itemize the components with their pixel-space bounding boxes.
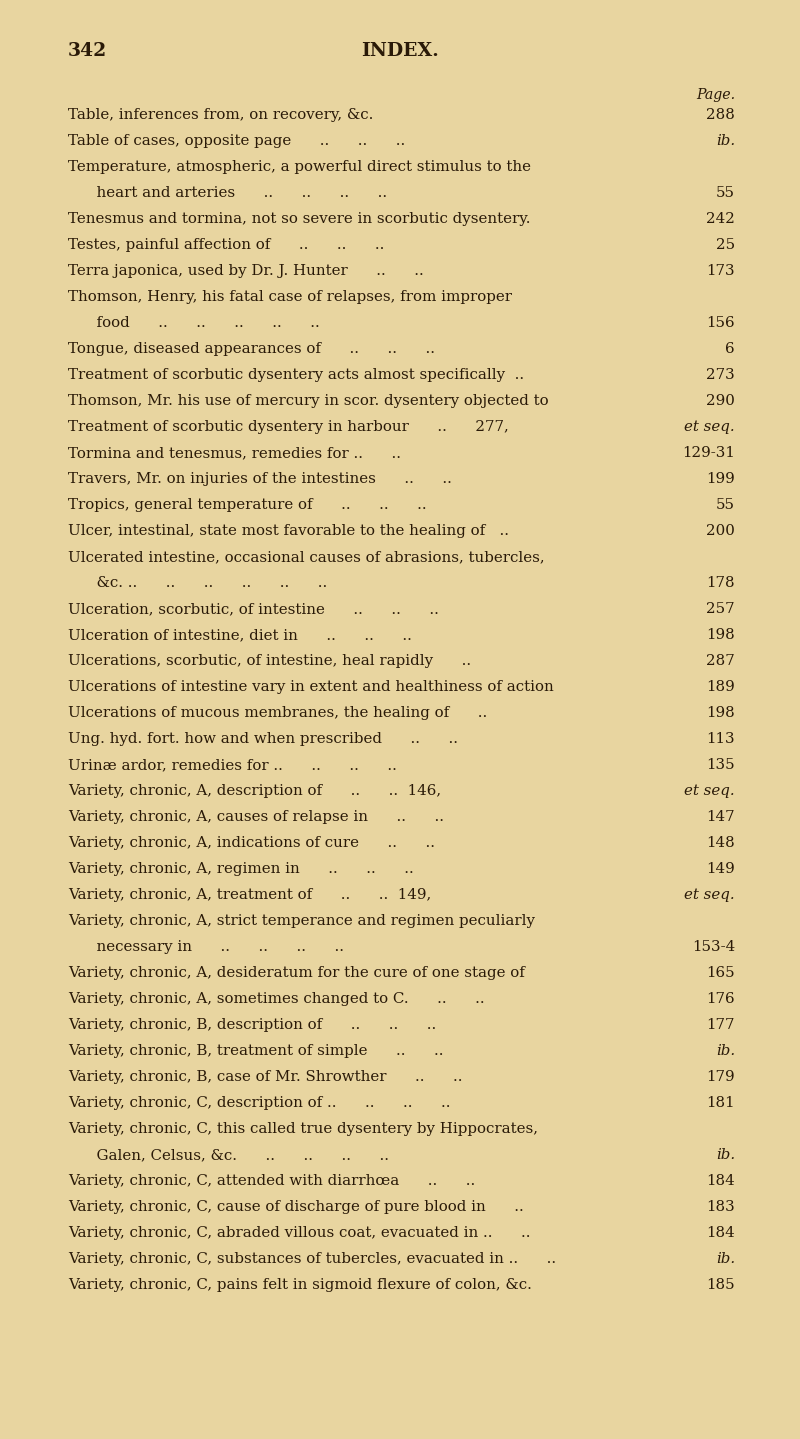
Text: Variety, chronic, A, sometimes changed to C.      ..      ..: Variety, chronic, A, sometimes changed t… bbox=[68, 991, 490, 1006]
Text: 25: 25 bbox=[716, 237, 735, 252]
Text: Ulcerated intestine, occasional causes of abrasions, tubercles,: Ulcerated intestine, occasional causes o… bbox=[68, 550, 545, 564]
Text: Temperature, atmospheric, a powerful direct stimulus to the: Temperature, atmospheric, a powerful dir… bbox=[68, 160, 531, 174]
Text: ib.: ib. bbox=[716, 1252, 735, 1266]
Text: Ung. hyd. fort. how and when prescribed      ..      ..: Ung. hyd. fort. how and when prescribed … bbox=[68, 732, 462, 745]
Text: et seq.: et seq. bbox=[684, 420, 735, 435]
Text: Variety, chronic, A, treatment of      ..      ..  149,: Variety, chronic, A, treatment of .. .. … bbox=[68, 888, 436, 902]
Text: Table, inferences from, on recovery, &c.: Table, inferences from, on recovery, &c. bbox=[68, 108, 374, 122]
Text: 198: 198 bbox=[706, 627, 735, 642]
Text: 156: 156 bbox=[706, 317, 735, 330]
Text: Page.: Page. bbox=[696, 88, 735, 102]
Text: Variety, chronic, A, causes of relapse in      ..      ..: Variety, chronic, A, causes of relapse i… bbox=[68, 810, 449, 825]
Text: 179: 179 bbox=[706, 1071, 735, 1084]
Text: 135: 135 bbox=[706, 758, 735, 771]
Text: 184: 184 bbox=[706, 1226, 735, 1240]
Text: 148: 148 bbox=[706, 836, 735, 850]
Text: ib.: ib. bbox=[716, 134, 735, 148]
Text: 198: 198 bbox=[706, 707, 735, 720]
Text: 55: 55 bbox=[716, 186, 735, 200]
Text: Variety, chronic, C, attended with diarrhœa      ..      ..: Variety, chronic, C, attended with diarr… bbox=[68, 1174, 480, 1189]
Text: 153-4: 153-4 bbox=[692, 940, 735, 954]
Text: et seq.: et seq. bbox=[684, 784, 735, 799]
Text: 342: 342 bbox=[68, 42, 107, 60]
Text: Urinæ ardor, remedies for ..      ..      ..      ..: Urinæ ardor, remedies for .. .. .. .. bbox=[68, 758, 402, 771]
Text: Treatment of scorbutic dysentery in harbour      ..      277,: Treatment of scorbutic dysentery in harb… bbox=[68, 420, 514, 435]
Text: Variety, chronic, C, pains felt in sigmoid flexure of colon, &c.: Variety, chronic, C, pains felt in sigmo… bbox=[68, 1278, 532, 1292]
Text: 178: 178 bbox=[706, 576, 735, 590]
Text: food      ..      ..      ..      ..      ..: food .. .. .. .. .. bbox=[68, 317, 320, 330]
Text: &c. ..      ..      ..      ..      ..      ..: &c. .. .. .. .. .. .. bbox=[68, 576, 332, 590]
Text: 242: 242 bbox=[706, 212, 735, 226]
Text: 129-31: 129-31 bbox=[682, 446, 735, 460]
Text: 181: 181 bbox=[706, 1097, 735, 1109]
Text: 184: 184 bbox=[706, 1174, 735, 1189]
Text: Tenesmus and tormina, not so severe in scorbutic dysentery.: Tenesmus and tormina, not so severe in s… bbox=[68, 212, 530, 226]
Text: Tongue, diseased appearances of      ..      ..      ..: Tongue, diseased appearances of .. .. .. bbox=[68, 342, 440, 355]
Text: Testes, painful affection of      ..      ..      ..: Testes, painful affection of .. .. .. bbox=[68, 237, 389, 252]
Text: 185: 185 bbox=[706, 1278, 735, 1292]
Text: 183: 183 bbox=[706, 1200, 735, 1215]
Text: Ulcerations of mucous membranes, the healing of      ..: Ulcerations of mucous membranes, the hea… bbox=[68, 707, 492, 720]
Text: Variety, chronic, A, strict temperance and regimen peculiarly: Variety, chronic, A, strict temperance a… bbox=[68, 914, 535, 928]
Text: Ulceration of intestine, diet in      ..      ..      ..: Ulceration of intestine, diet in .. .. .… bbox=[68, 627, 417, 642]
Text: Variety, chronic, C, description of ..      ..      ..      ..: Variety, chronic, C, description of .. .… bbox=[68, 1097, 455, 1109]
Text: 149: 149 bbox=[706, 862, 735, 876]
Text: Variety, chronic, C, this called true dysentery by Hippocrates,: Variety, chronic, C, this called true dy… bbox=[68, 1122, 538, 1135]
Text: Variety, chronic, A, regimen in      ..      ..      ..: Variety, chronic, A, regimen in .. .. .. bbox=[68, 862, 418, 876]
Text: 113: 113 bbox=[706, 732, 735, 745]
Text: Tormina and tenesmus, remedies for ..      ..: Tormina and tenesmus, remedies for .. .. bbox=[68, 446, 430, 460]
Text: Galen, Celsus, &c.      ..      ..      ..      ..: Galen, Celsus, &c. .. .. .. .. bbox=[68, 1148, 394, 1163]
Text: Variety, chronic, B, treatment of simple      ..      ..: Variety, chronic, B, treatment of simple… bbox=[68, 1045, 448, 1058]
Text: 55: 55 bbox=[716, 498, 735, 512]
Text: ib.: ib. bbox=[716, 1045, 735, 1058]
Text: 288: 288 bbox=[706, 108, 735, 122]
Text: Variety, chronic, B, description of      ..      ..      ..: Variety, chronic, B, description of .. .… bbox=[68, 1017, 441, 1032]
Text: Thomson, Henry, his fatal case of relapses, from improper: Thomson, Henry, his fatal case of relaps… bbox=[68, 291, 512, 304]
Text: Thomson, Mr. his use of mercury in scor. dysentery objected to: Thomson, Mr. his use of mercury in scor.… bbox=[68, 394, 549, 409]
Text: 147: 147 bbox=[706, 810, 735, 825]
Text: 189: 189 bbox=[706, 681, 735, 694]
Text: Ulcerations of intestine vary in extent and healthiness of action: Ulcerations of intestine vary in extent … bbox=[68, 681, 554, 694]
Text: 273: 273 bbox=[706, 368, 735, 381]
Text: heart and arteries      ..      ..      ..      ..: heart and arteries .. .. .. .. bbox=[68, 186, 392, 200]
Text: 6: 6 bbox=[726, 342, 735, 355]
Text: Travers, Mr. on injuries of the intestines      ..      ..: Travers, Mr. on injuries of the intestin… bbox=[68, 472, 457, 486]
Text: Variety, chronic, B, case of Mr. Shrowther      ..      ..: Variety, chronic, B, case of Mr. Shrowth… bbox=[68, 1071, 467, 1084]
Text: Ulcerations, scorbutic, of intestine, heal rapidly      ..: Ulcerations, scorbutic, of intestine, he… bbox=[68, 653, 476, 668]
Text: Variety, chronic, C, abraded villous coat, evacuated in ..      ..: Variety, chronic, C, abraded villous coa… bbox=[68, 1226, 535, 1240]
Text: necessary in      ..      ..      ..      ..: necessary in .. .. .. .. bbox=[68, 940, 354, 954]
Text: 173: 173 bbox=[706, 263, 735, 278]
Text: 199: 199 bbox=[706, 472, 735, 486]
Text: INDEX.: INDEX. bbox=[361, 42, 439, 60]
Text: 177: 177 bbox=[706, 1017, 735, 1032]
Text: Variety, chronic, C, substances of tubercles, evacuated in ..      ..: Variety, chronic, C, substances of tuber… bbox=[68, 1252, 561, 1266]
Text: ib.: ib. bbox=[716, 1148, 735, 1163]
Text: Tropics, general temperature of      ..      ..      ..: Tropics, general temperature of .. .. .. bbox=[68, 498, 431, 512]
Text: Treatment of scorbutic dysentery acts almost specifically  ..: Treatment of scorbutic dysentery acts al… bbox=[68, 368, 529, 381]
Text: Ulceration, scorbutic, of intestine      ..      ..      ..: Ulceration, scorbutic, of intestine .. .… bbox=[68, 602, 444, 616]
Text: et seq.: et seq. bbox=[684, 888, 735, 902]
Text: 287: 287 bbox=[706, 653, 735, 668]
Text: 290: 290 bbox=[706, 394, 735, 409]
Text: Variety, chronic, C, cause of discharge of pure blood in      ..: Variety, chronic, C, cause of discharge … bbox=[68, 1200, 529, 1215]
Text: Variety, chronic, A, desideratum for the cure of one stage of: Variety, chronic, A, desideratum for the… bbox=[68, 966, 525, 980]
Text: 200: 200 bbox=[706, 524, 735, 538]
Text: Terra japonica, used by Dr. J. Hunter      ..      ..: Terra japonica, used by Dr. J. Hunter ..… bbox=[68, 263, 429, 278]
Text: Variety, chronic, A, indications of cure      ..      ..: Variety, chronic, A, indications of cure… bbox=[68, 836, 440, 850]
Text: 257: 257 bbox=[706, 602, 735, 616]
Text: Table of cases, opposite page      ..      ..      ..: Table of cases, opposite page .. .. .. bbox=[68, 134, 410, 148]
Text: 176: 176 bbox=[706, 991, 735, 1006]
Text: Ulcer, intestinal, state most favorable to the healing of   ..: Ulcer, intestinal, state most favorable … bbox=[68, 524, 514, 538]
Text: 165: 165 bbox=[706, 966, 735, 980]
Text: Variety, chronic, A, description of      ..      ..  146,: Variety, chronic, A, description of .. .… bbox=[68, 784, 446, 799]
